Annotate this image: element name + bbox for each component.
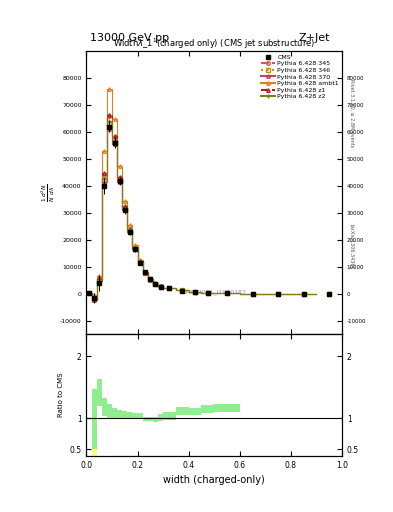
Text: Z+Jet: Z+Jet [299, 33, 330, 44]
Y-axis label: $\frac{1}{N}\frac{d^2N}{d\lambda}$: $\frac{1}{N}\frac{d^2N}{d\lambda}$ [40, 183, 57, 202]
Text: [arXiv:1306.3436]: [arXiv:1306.3436] [349, 224, 354, 268]
Text: CMS_2021_I1920187: CMS_2021_I1920187 [182, 289, 247, 295]
Text: Rivet 3.1.10, ≥ 2.8M events: Rivet 3.1.10, ≥ 2.8M events [349, 78, 354, 147]
Y-axis label: Ratio to CMS: Ratio to CMS [58, 373, 64, 417]
X-axis label: width (charged-only): width (charged-only) [163, 475, 265, 485]
Legend: CMS, Pythia 6.428 345, Pythia 6.428 346, Pythia 6.428 370, Pythia 6.428 ambt1, P: CMS, Pythia 6.428 345, Pythia 6.428 346,… [261, 54, 339, 99]
Title: Width$\lambda\_1^1$(charged only) (CMS jet substructure): Width$\lambda\_1^1$(charged only) (CMS j… [113, 37, 315, 51]
Text: 13000 GeV pp: 13000 GeV pp [90, 33, 169, 44]
